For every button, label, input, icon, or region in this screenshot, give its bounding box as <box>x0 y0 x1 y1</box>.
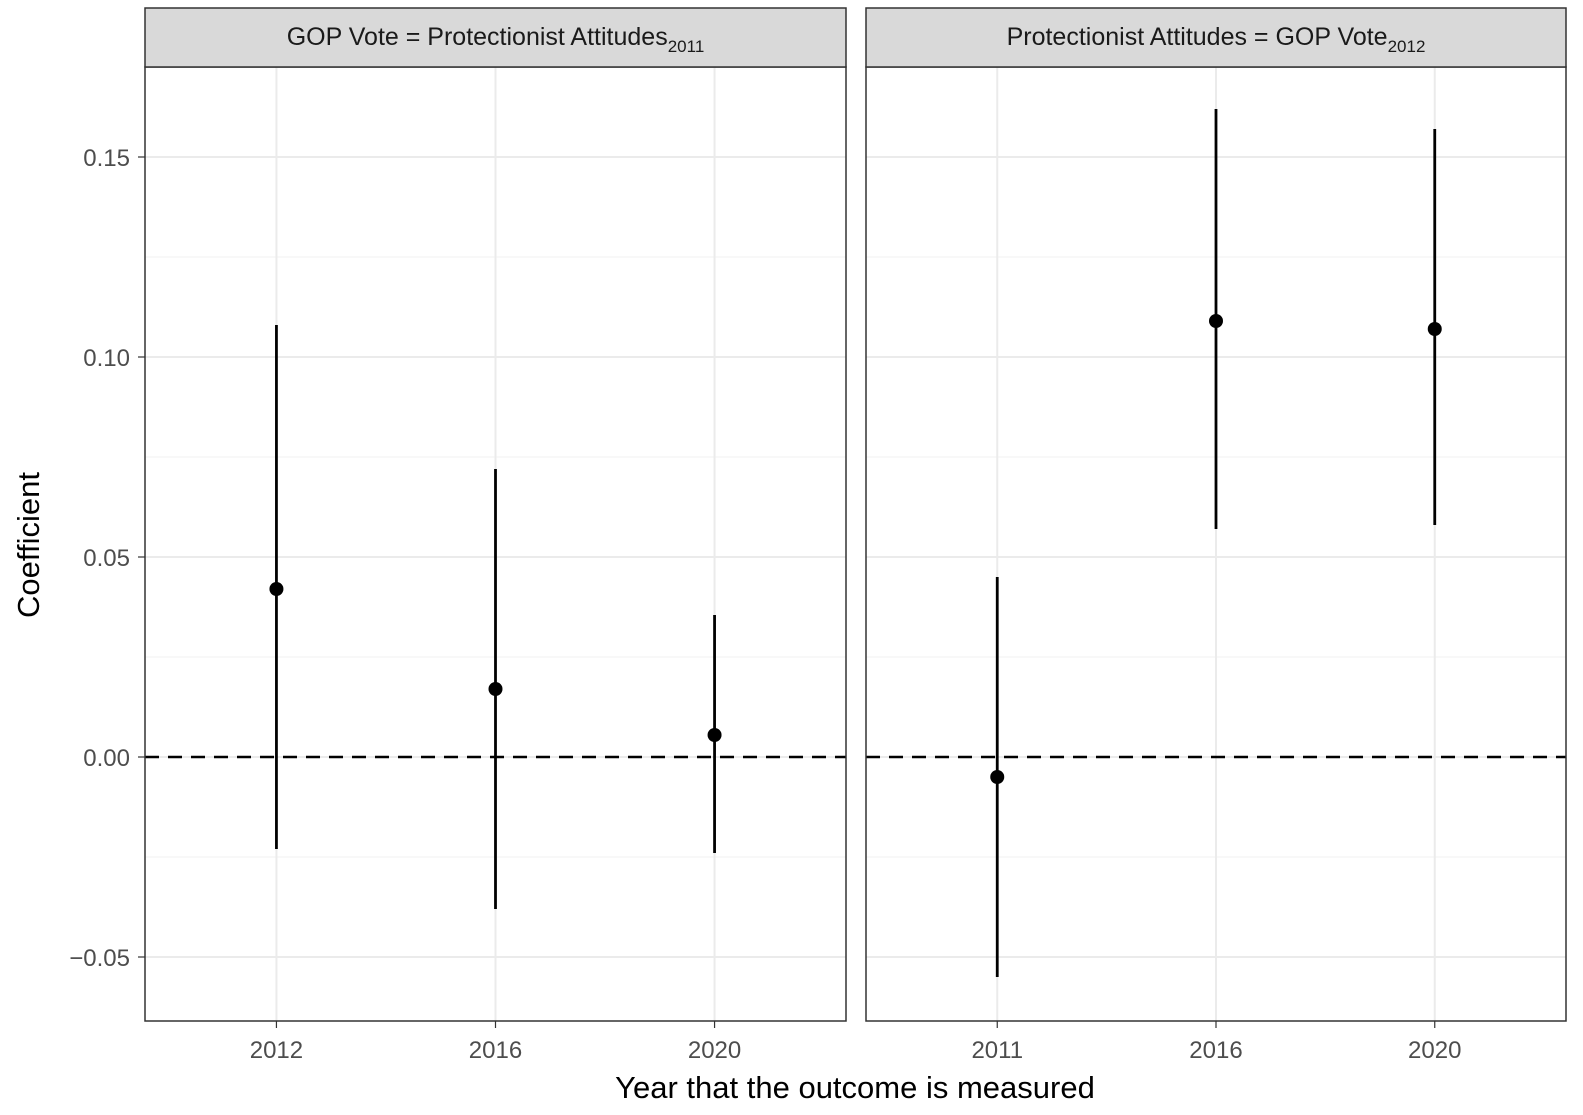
facet-strip-label: GOP Vote = Protectionist Attitudes2011 <box>287 23 705 56</box>
x-tick-label: 2011 <box>971 1037 1023 1064</box>
facet-panel-1: GOP Vote = Protectionist Attitudes2011 20… <box>144 7 847 1064</box>
point-estimate-2012 <box>269 582 284 596</box>
y-tick-label: 0.00 <box>83 745 130 772</box>
x-tick-label: 2012 <box>250 1037 303 1064</box>
x-tick-label: 2020 <box>1408 1037 1461 1064</box>
facet-strip-label: Protectionist Attitudes = GOP Vote2012 <box>1007 23 1426 56</box>
point-estimate-2016 <box>1209 314 1223 328</box>
x-tick-label: 2020 <box>688 1037 741 1064</box>
x-tick-label: 2016 <box>1189 1037 1242 1064</box>
y-axis: −0.05 0.00 0.05 0.10 0.15 <box>69 145 145 972</box>
facet-panels: GOP Vote = Protectionist Attitudes2011 20… <box>144 7 1567 1064</box>
y-axis-label: Coefficient <box>11 472 46 618</box>
x-tick-label: 2016 <box>469 1037 522 1064</box>
y-tick-label: 0.10 <box>83 345 130 372</box>
y-tick-label: 0.15 <box>83 145 130 172</box>
y-tick-label: −0.05 <box>69 945 130 972</box>
facet-strip <box>144 7 847 68</box>
point-estimate-2011 <box>990 770 1005 784</box>
facet-panel-2: Protectionist Attitudes = GOP Vote2012 20… <box>865 7 1567 1064</box>
point-estimate-2016 <box>488 682 503 696</box>
facet-strip <box>865 7 1567 68</box>
point-estimate-2020 <box>1427 322 1442 336</box>
y-tick-label: 0.05 <box>83 545 130 572</box>
point-estimate-2020 <box>707 728 722 742</box>
x-axis-label: Year that the outcome is measured <box>615 1070 1095 1105</box>
